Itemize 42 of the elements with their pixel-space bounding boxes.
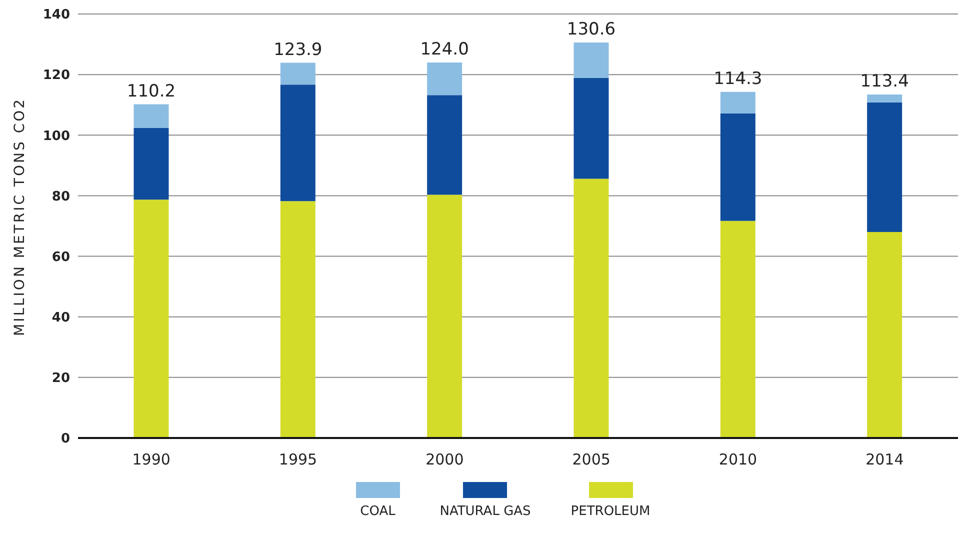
bar bbox=[427, 194, 462, 438]
x-tick-label: 2005 bbox=[572, 450, 610, 469]
bar bbox=[134, 104, 169, 128]
y-tick-label: 0 bbox=[60, 432, 70, 447]
total-label: 124.0 bbox=[420, 39, 469, 60]
bar bbox=[574, 42, 609, 78]
bar bbox=[427, 62, 462, 96]
x-tick-label: 2000 bbox=[426, 450, 464, 469]
total-label: 130.6 bbox=[566, 19, 616, 40]
bar bbox=[134, 200, 169, 438]
x-tick-label: 1990 bbox=[132, 450, 170, 469]
bar bbox=[867, 232, 902, 438]
y-tick-label: 100 bbox=[42, 128, 70, 144]
x-tick-label: 2014 bbox=[866, 450, 904, 469]
total-label: 123.9 bbox=[274, 40, 322, 60]
bar bbox=[280, 84, 316, 202]
legend-label: NATURAL GAS bbox=[440, 504, 531, 519]
y-axis-title: MILLION METRIC TONS CO2 bbox=[12, 97, 28, 336]
y-tick-label: 120 bbox=[42, 68, 70, 84]
bar bbox=[427, 95, 462, 195]
bar bbox=[720, 220, 756, 438]
bar bbox=[574, 78, 609, 179]
y-tick-label: 140 bbox=[42, 8, 70, 23]
y-tick-label: 40 bbox=[52, 310, 70, 326]
bar bbox=[574, 178, 609, 438]
total-label: 114.3 bbox=[714, 68, 762, 89]
legend-label: PETROLEUM bbox=[570, 504, 650, 519]
bar bbox=[867, 102, 902, 232]
bar bbox=[134, 128, 169, 200]
total-label: 113.4 bbox=[860, 72, 909, 92]
total-label: 110.2 bbox=[126, 81, 176, 102]
bar bbox=[867, 94, 902, 102]
bar bbox=[280, 201, 316, 438]
legend-label: COAL bbox=[360, 504, 396, 519]
y-tick-label: 60 bbox=[52, 250, 70, 265]
bar bbox=[280, 62, 316, 85]
y-tick-label: 80 bbox=[52, 189, 70, 204]
bar bbox=[720, 92, 756, 114]
y-tick-label: 20 bbox=[52, 371, 70, 386]
bar bbox=[720, 113, 756, 221]
x-tick-label: 1995 bbox=[278, 450, 318, 469]
x-tick-label: 2010 bbox=[718, 450, 758, 469]
